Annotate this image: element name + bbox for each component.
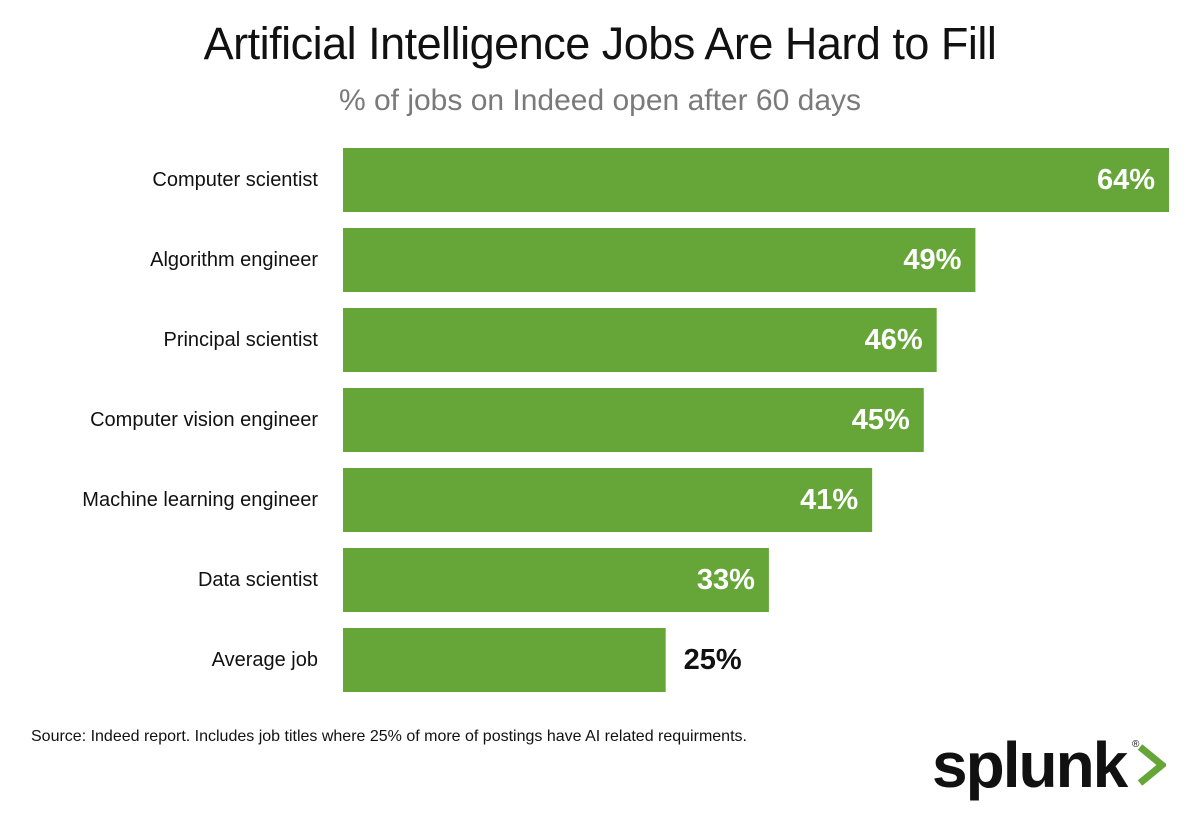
category-label-computer-scientist: Computer scientist [152,169,318,191]
value-label-data-scientist: 33% [697,564,755,596]
value-label-computer-vision-engineer: 45% [852,404,910,436]
value-label-principal-scientist: 46% [865,324,923,356]
bar-principal-scientist [343,308,937,372]
chart-title: Artificial Intelligence Jobs Are Hard to… [203,18,997,69]
chevron-right-icon [1137,744,1166,786]
category-label-data-scientist: Data scientist [198,569,318,591]
category-label-computer-vision-engineer: Computer vision engineer [90,409,318,431]
bar-chart: Computer scientist 64% Algorithm engineer 4… [82,148,1169,692]
value-label-average-job: 25% [684,644,742,676]
value-label-machine-learning-engineer: 41% [800,484,858,516]
bar-algorithm-engineer [343,228,976,292]
bar-machine-learning-engineer [343,468,873,532]
source-note: Source: Indeed report. Includes job titl… [31,728,747,745]
value-label-computer-scientist: 64% [1097,164,1155,196]
logo-registered-mark: ® [1132,739,1140,750]
logo-wordmark: splunk [932,729,1128,801]
category-label-machine-learning-engineer: Machine learning engineer [82,489,318,511]
category-label-average-job: Average job [212,649,318,671]
splunk-logo: splunk ® [932,725,1172,805]
value-label-algorithm-engineer: 49% [903,244,961,276]
category-label-principal-scientist: Principal scientist [163,329,318,351]
bar-data-scientist [343,548,769,612]
bar-average-job [343,628,666,692]
bar-computer-scientist [343,148,1169,212]
bar-computer-vision-engineer [343,388,924,452]
chart-subtitle: % of jobs on Indeed open after 60 days [338,84,862,117]
category-label-algorithm-engineer: Algorithm engineer [150,249,318,271]
